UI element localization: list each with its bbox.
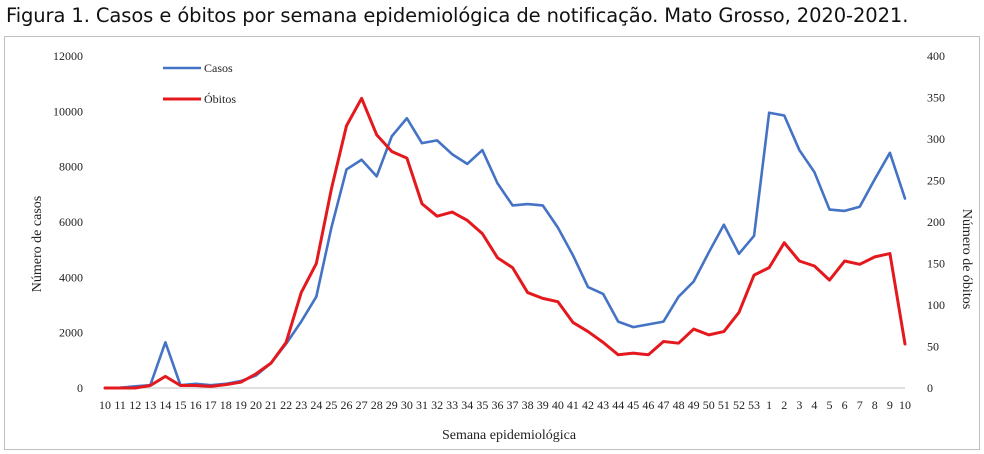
x-axis-ticks: 10 11 12 13 14 15 16 17 18 19 20 21 22 23 24 25 26 27 28 29… [99,398,911,412]
y-tick-right: 350 [927,91,945,105]
x-tick-label: 53 [748,398,760,412]
x-tick-label: 9 [887,398,893,412]
x-tick-label: 16 [190,398,202,412]
x-tick-label: 33 [446,398,458,412]
x-tick-label: 50 [703,398,715,412]
x-tick-label: 6 [842,398,848,412]
y-tick-right: 100 [927,298,945,312]
y-tick-left: 6000 [59,215,83,229]
x-tick-label: 34 [461,398,473,412]
x-axis-title: Semana epidemiológica [442,428,577,443]
x-tick-label: 7 [857,398,863,412]
legend: Casos Óbitos [163,61,236,106]
y-tick-left: 2000 [59,326,83,340]
x-tick-label: 36 [491,398,503,412]
x-tick-label: 23 [295,398,307,412]
x-tick-label: 43 [597,398,609,412]
left-axis-ticks: 0 2000 4000 6000 8000 10000 12000 [53,49,83,395]
x-tick-label: 46 [642,398,654,412]
y-tick-left: 8000 [59,160,83,174]
y-axis-title-left: Número de casos [30,196,45,292]
y-tick-right: 300 [927,132,945,146]
y-tick-right: 200 [927,215,945,229]
x-tick-label: 25 [325,398,337,412]
x-tick-label: 24 [310,398,322,412]
right-axis-ticks: 0 50 100 150 200 250 300 350 400 [927,49,945,395]
x-tick-label: 5 [827,398,833,412]
x-tick-label: 22 [280,398,292,412]
x-tick-label: 3 [796,398,802,412]
y-tick-left: 4000 [59,270,83,284]
x-tick-label: 45 [627,398,639,412]
x-tick-label: 14 [159,398,171,412]
x-tick-label: 48 [673,398,685,412]
x-tick-label: 10 [99,398,111,412]
x-tick-label: 13 [144,398,156,412]
x-tick-label: 26 [341,398,353,412]
x-tick-label: 10 [899,398,911,412]
x-tick-label: 11 [114,398,126,412]
x-tick-label: 37 [507,398,519,412]
x-tick-label: 27 [356,398,368,412]
x-tick-label: 4 [811,398,817,412]
x-tick-label: 28 [371,398,383,412]
y-tick-right: 50 [927,340,939,354]
x-tick-label: 19 [235,398,247,412]
x-tick-label: 30 [401,398,413,412]
x-tick-label: 31 [416,398,428,412]
x-tick-label: 29 [386,398,398,412]
x-tick-label: 17 [205,398,217,412]
y-tick-right: 0 [927,381,933,395]
y-tick-left: 10000 [53,104,83,118]
x-tick-label: 12 [129,398,141,412]
x-tick-label: 1 [766,398,772,412]
x-tick-label: 47 [657,398,669,412]
x-tick-label: 38 [522,398,534,412]
x-tick-label: 40 [552,398,564,412]
chart-frame: 0 2000 4000 6000 8000 10000 12000 0 50 100 150 200… [4,36,980,450]
y-tick-left: 12000 [53,49,83,63]
x-tick-label: 41 [567,398,579,412]
x-tick-label: 51 [718,398,730,412]
x-tick-label: 35 [476,398,488,412]
legend-label: Óbitos [204,92,236,106]
y-tick-right: 150 [927,257,945,271]
x-tick-label: 21 [265,398,277,412]
x-tick-label: 44 [612,398,624,412]
x-tick-label: 49 [688,398,700,412]
x-tick-label: 39 [537,398,549,412]
x-tick-label: 2 [781,398,787,412]
x-tick-label: 15 [174,398,186,412]
series-lines [103,96,907,390]
x-tick-label: 42 [582,398,594,412]
series-line-casos [103,111,907,390]
legend-label: Casos [204,61,233,75]
x-tick-label: 20 [250,398,262,412]
x-tick-label: 18 [220,398,232,412]
figure-caption: Figura 1. Casos e óbitos por semana epid… [6,4,909,27]
y-axis-title-right: Número de óbitos [959,209,974,309]
y-tick-right: 250 [927,174,945,188]
y-tick-left: 0 [77,381,83,395]
series-line-obitos [103,96,907,390]
y-tick-right: 400 [927,49,945,63]
x-tick-label: 8 [872,398,878,412]
x-tick-label: 52 [733,398,745,412]
x-tick-label: 32 [431,398,443,412]
